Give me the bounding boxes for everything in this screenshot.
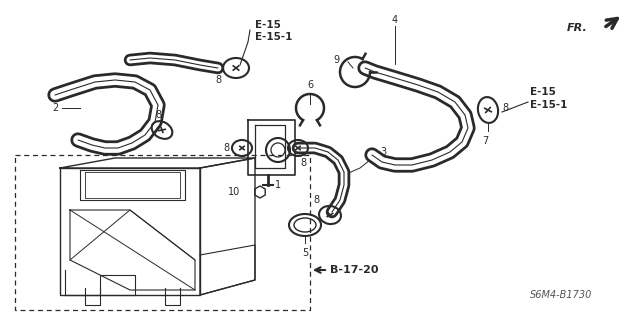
Bar	[15, 155, 310, 310]
Text: 8: 8	[314, 195, 320, 205]
Text: 2: 2	[52, 103, 58, 113]
Text: 9: 9	[334, 55, 340, 65]
Text: FR.: FR.	[567, 23, 588, 33]
Text: 8: 8	[155, 110, 161, 120]
Text: 8: 8	[224, 143, 230, 153]
Text: 6: 6	[307, 80, 313, 90]
Text: 7: 7	[482, 136, 488, 146]
Text: 10: 10	[228, 187, 240, 197]
Text: 8: 8	[502, 103, 508, 113]
Text: 8: 8	[216, 75, 222, 85]
Text: E-15-1: E-15-1	[530, 100, 568, 110]
Text: 8: 8	[300, 158, 306, 168]
Text: S6M4-B1730: S6M4-B1730	[530, 290, 593, 300]
Text: B-17-20: B-17-20	[330, 265, 378, 275]
Text: E-15-1: E-15-1	[255, 32, 292, 42]
Text: 5: 5	[302, 248, 308, 258]
Text: E-15: E-15	[255, 20, 281, 30]
Text: 3: 3	[380, 147, 386, 157]
Text: 1: 1	[275, 180, 281, 190]
Text: E-15: E-15	[530, 87, 556, 97]
Text: 4: 4	[392, 15, 398, 25]
